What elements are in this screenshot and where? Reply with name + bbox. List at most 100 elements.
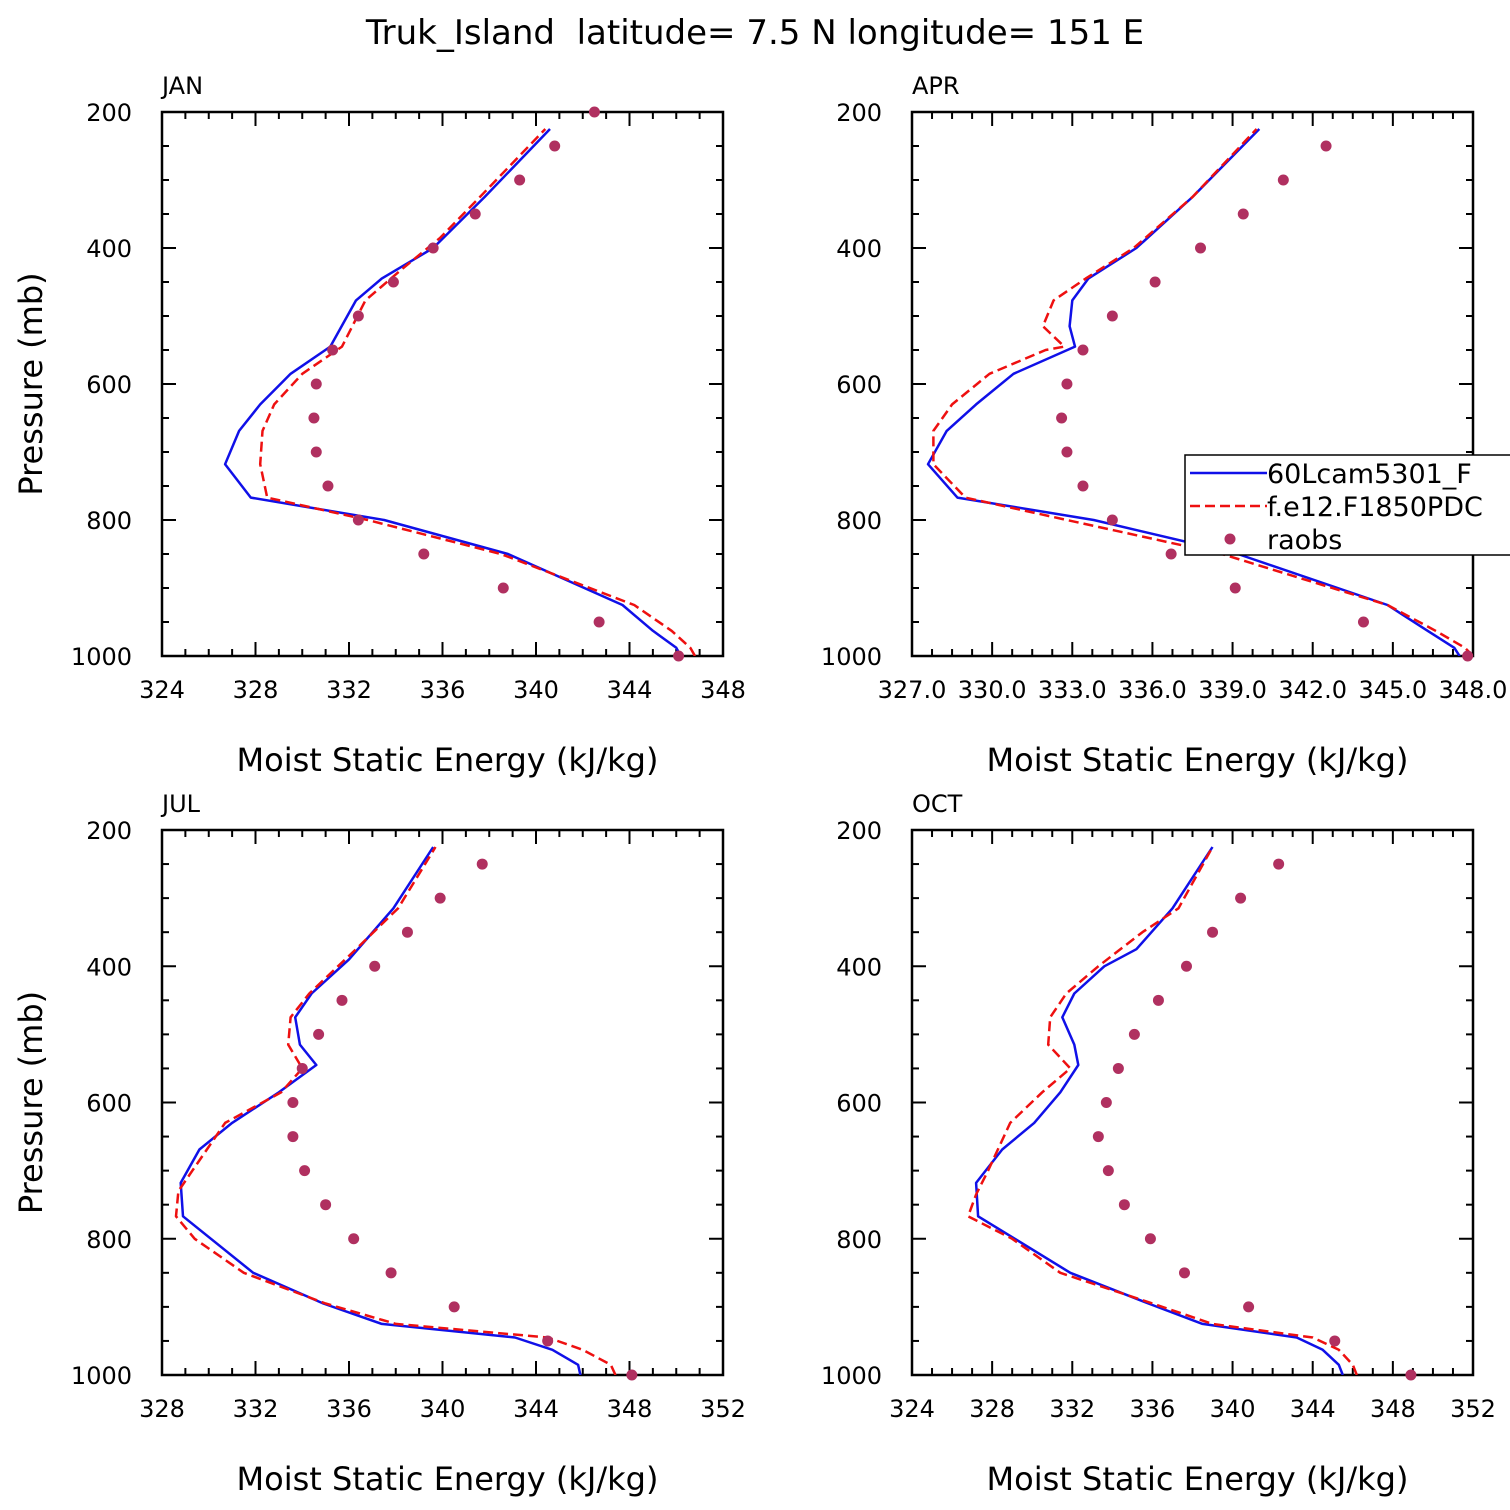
y-axis-label: Pressure (mb) <box>12 272 50 495</box>
raobs-point <box>1165 548 1177 560</box>
x-tick-label: 328 <box>139 1395 185 1423</box>
raobs-point <box>1118 1199 1130 1211</box>
series-line-60lcam <box>926 128 1461 656</box>
legend-label: 60Lcam5301_F <box>1267 459 1472 490</box>
raobs-point <box>287 1097 299 1108</box>
raobs-point <box>310 446 322 458</box>
raobs-point <box>1235 892 1247 904</box>
raobs-point <box>588 106 600 118</box>
x-tick-label: 336 <box>1130 1395 1176 1423</box>
x-tick-label: 348.0 <box>1439 676 1508 704</box>
raobs-point <box>1128 1028 1140 1040</box>
raobs-point <box>1178 1267 1190 1279</box>
x-tick-label: 342.0 <box>1278 676 1347 704</box>
plot-frame <box>910 828 1475 1377</box>
series-line-f-e12 <box>174 846 617 1375</box>
y-tick-label: 200 <box>86 99 132 127</box>
y-tick-label: 600 <box>86 371 132 399</box>
raobs-point <box>322 480 334 492</box>
y-tick-label: 800 <box>836 1226 882 1254</box>
legend-label: raobs <box>1267 525 1342 556</box>
y-tick-label: 1000 <box>821 643 882 671</box>
raobs-point <box>1277 174 1289 186</box>
x-tick-label: 339.0 <box>1198 676 1267 704</box>
raobs-point <box>352 310 364 322</box>
x-tick-label: 327.0 <box>878 676 947 704</box>
legend-marker <box>1224 533 1236 545</box>
series-line-60lcam <box>223 128 682 656</box>
raobs-point <box>320 1199 332 1211</box>
x-tick-label: 345.0 <box>1358 676 1427 704</box>
raobs-point <box>1077 480 1089 492</box>
x-tick-label: 340 <box>513 676 559 704</box>
raobs-point <box>369 960 381 972</box>
raobs-point <box>1106 310 1118 322</box>
x-tick-label: 324 <box>139 676 185 704</box>
raobs-point <box>1320 140 1332 152</box>
raobs-point <box>427 242 439 254</box>
y-axis-label: Pressure (mb) <box>12 991 50 1214</box>
raobs-point <box>327 344 339 356</box>
raobs-point <box>1077 344 1089 356</box>
data-layer <box>966 846 1358 1375</box>
legend-label: f.e12.F1850PDC <box>1267 492 1483 523</box>
plot-frame <box>160 828 725 1377</box>
series-line-60lcam <box>974 846 1344 1375</box>
raobs-point <box>476 858 488 870</box>
x-tick-label: 332 <box>326 676 372 704</box>
y-tick-label: 600 <box>86 1090 132 1118</box>
raobs-point <box>418 548 430 560</box>
raobs-point <box>1149 276 1161 288</box>
y-tick-label: 800 <box>86 1226 132 1254</box>
panel-apr: APR 200 400 600 800 1000 327.0 330.0 333.0 336.0 3… <box>821 72 1510 779</box>
y-tick-label: 200 <box>86 817 132 845</box>
page-title: Truk_Island latitude= 7.5 N longitude= 1… <box>365 13 1144 53</box>
x-tick-label: 332 <box>1049 1395 1095 1423</box>
x-tick-label: 352 <box>1450 1395 1496 1423</box>
raobs-point <box>348 1233 360 1245</box>
x-tick-label: 344 <box>607 676 653 704</box>
x-axis-label: Moist Static Energy (kJ/kg) <box>987 741 1409 779</box>
x-tick-label: 336 <box>326 1395 372 1423</box>
raobs-point <box>1195 242 1207 254</box>
raobs-point <box>1357 616 1369 628</box>
raobs-point <box>542 1335 554 1347</box>
raobs-point <box>1405 1369 1417 1381</box>
raobs-point <box>1100 1097 1112 1108</box>
panel-label: OCT <box>912 790 963 818</box>
raobs-point <box>336 994 348 1006</box>
raobs-point <box>448 1301 460 1313</box>
series-line-f-e12 <box>966 846 1358 1375</box>
raobs-point <box>469 208 481 220</box>
raobs-point <box>401 926 413 938</box>
raobs-point <box>1329 1335 1341 1347</box>
raobs-point <box>352 514 364 526</box>
x-tick-label: 344 <box>513 1395 559 1423</box>
y-tick-label: 800 <box>836 507 882 535</box>
raobs-point <box>1102 1165 1114 1177</box>
x-tick-label: 324 <box>889 1395 935 1423</box>
y-tick-label: 400 <box>836 235 882 263</box>
x-tick-label: 340 <box>1210 1395 1256 1423</box>
raobs-point <box>1061 446 1073 458</box>
raobs-point <box>287 1131 299 1143</box>
series-line-60lcam <box>179 846 582 1375</box>
x-tick-label: 348 <box>607 1395 653 1423</box>
y-tick-label: 600 <box>836 371 882 399</box>
raobs-point <box>1061 378 1073 390</box>
plot-frame <box>910 110 1475 658</box>
plot-frame <box>160 110 725 658</box>
x-tick-label: 352 <box>700 1395 746 1423</box>
raobs-point <box>549 140 561 152</box>
x-tick-label: 336 <box>420 676 466 704</box>
raobs-point <box>673 650 685 662</box>
raobs-point <box>514 174 526 186</box>
raobs-point <box>299 1165 311 1177</box>
y-tick-label: 200 <box>836 817 882 845</box>
raobs-point <box>1273 858 1285 870</box>
raobs-point <box>296 1062 308 1074</box>
y-tick-label: 800 <box>86 507 132 535</box>
